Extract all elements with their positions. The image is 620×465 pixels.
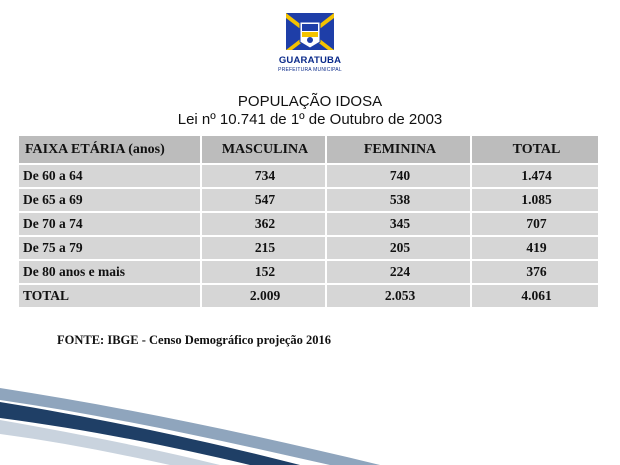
logo-text: GUARATUBA	[278, 55, 342, 66]
male-cell: 362	[200, 211, 327, 237]
table-row: De 70 a 74 362 345 707	[17, 211, 600, 237]
female-cell: 740	[325, 163, 472, 189]
population-table: FAIXA ETÁRIA (anos) MASCULINA FEMININA T…	[17, 134, 600, 309]
male-cell: 152	[200, 259, 327, 285]
male-total-cell: 2.009	[200, 283, 327, 309]
header-total: TOTAL	[470, 134, 600, 165]
flag-emblem-icon	[286, 13, 334, 50]
total-cell: 1.085	[470, 187, 600, 213]
table-row: De 75 a 79 215 205 419	[17, 235, 600, 261]
page-title: POPULAÇÃO IDOSA	[237, 93, 383, 110]
total-cell: 707	[470, 211, 600, 237]
header-age-range: FAIXA ETÁRIA (anos)	[17, 134, 202, 165]
grand-total-cell: 4.061	[470, 283, 600, 309]
female-cell: 538	[325, 187, 472, 213]
male-cell: 547	[200, 187, 327, 213]
logo-subtitle: PREFEITURA MUNICIPAL	[278, 67, 342, 73]
table-header-row: FAIXA ETÁRIA (anos) MASCULINA FEMININA T…	[17, 134, 600, 165]
header-female: FEMININA	[325, 134, 472, 165]
age-range-cell: De 75 a 79	[17, 235, 202, 261]
table-row: De 65 a 69 547 538 1.085	[17, 187, 600, 213]
total-label-cell: TOTAL	[17, 283, 202, 309]
age-range-cell: De 80 anos e mais	[17, 259, 202, 285]
total-cell: 376	[470, 259, 600, 285]
source-note: FONTE: IBGE - Censo Demográfico projeção…	[57, 333, 332, 347]
table-total-row: TOTAL 2.009 2.053 4.061	[17, 283, 600, 309]
guaratuba-logo: GUARATUBA PREFEITURA MUNICIPAL	[276, 10, 344, 73]
decorative-swoosh	[0, 388, 380, 465]
table-row: De 60 a 64 734 740 1.474	[17, 163, 600, 189]
age-range-cell: De 70 a 74	[17, 211, 202, 237]
table-row: De 80 anos e mais 152 224 376	[17, 259, 600, 285]
header-male: MASCULINA	[200, 134, 327, 165]
total-cell: 419	[470, 235, 600, 261]
female-cell: 224	[325, 259, 472, 285]
male-cell: 734	[200, 163, 327, 189]
female-cell: 205	[325, 235, 472, 261]
female-cell: 345	[325, 211, 472, 237]
female-total-cell: 2.053	[325, 283, 472, 309]
total-cell: 1.474	[470, 163, 600, 189]
age-range-cell: De 60 a 64	[17, 163, 202, 189]
age-range-cell: De 65 a 69	[17, 187, 202, 213]
page-subtitle: Lei nº 10.741 de 1º de Outubro de 2003	[177, 111, 443, 128]
male-cell: 215	[200, 235, 327, 261]
